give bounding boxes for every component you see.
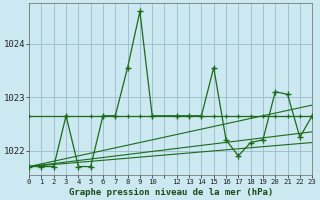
X-axis label: Graphe pression niveau de la mer (hPa): Graphe pression niveau de la mer (hPa)	[68, 188, 273, 197]
